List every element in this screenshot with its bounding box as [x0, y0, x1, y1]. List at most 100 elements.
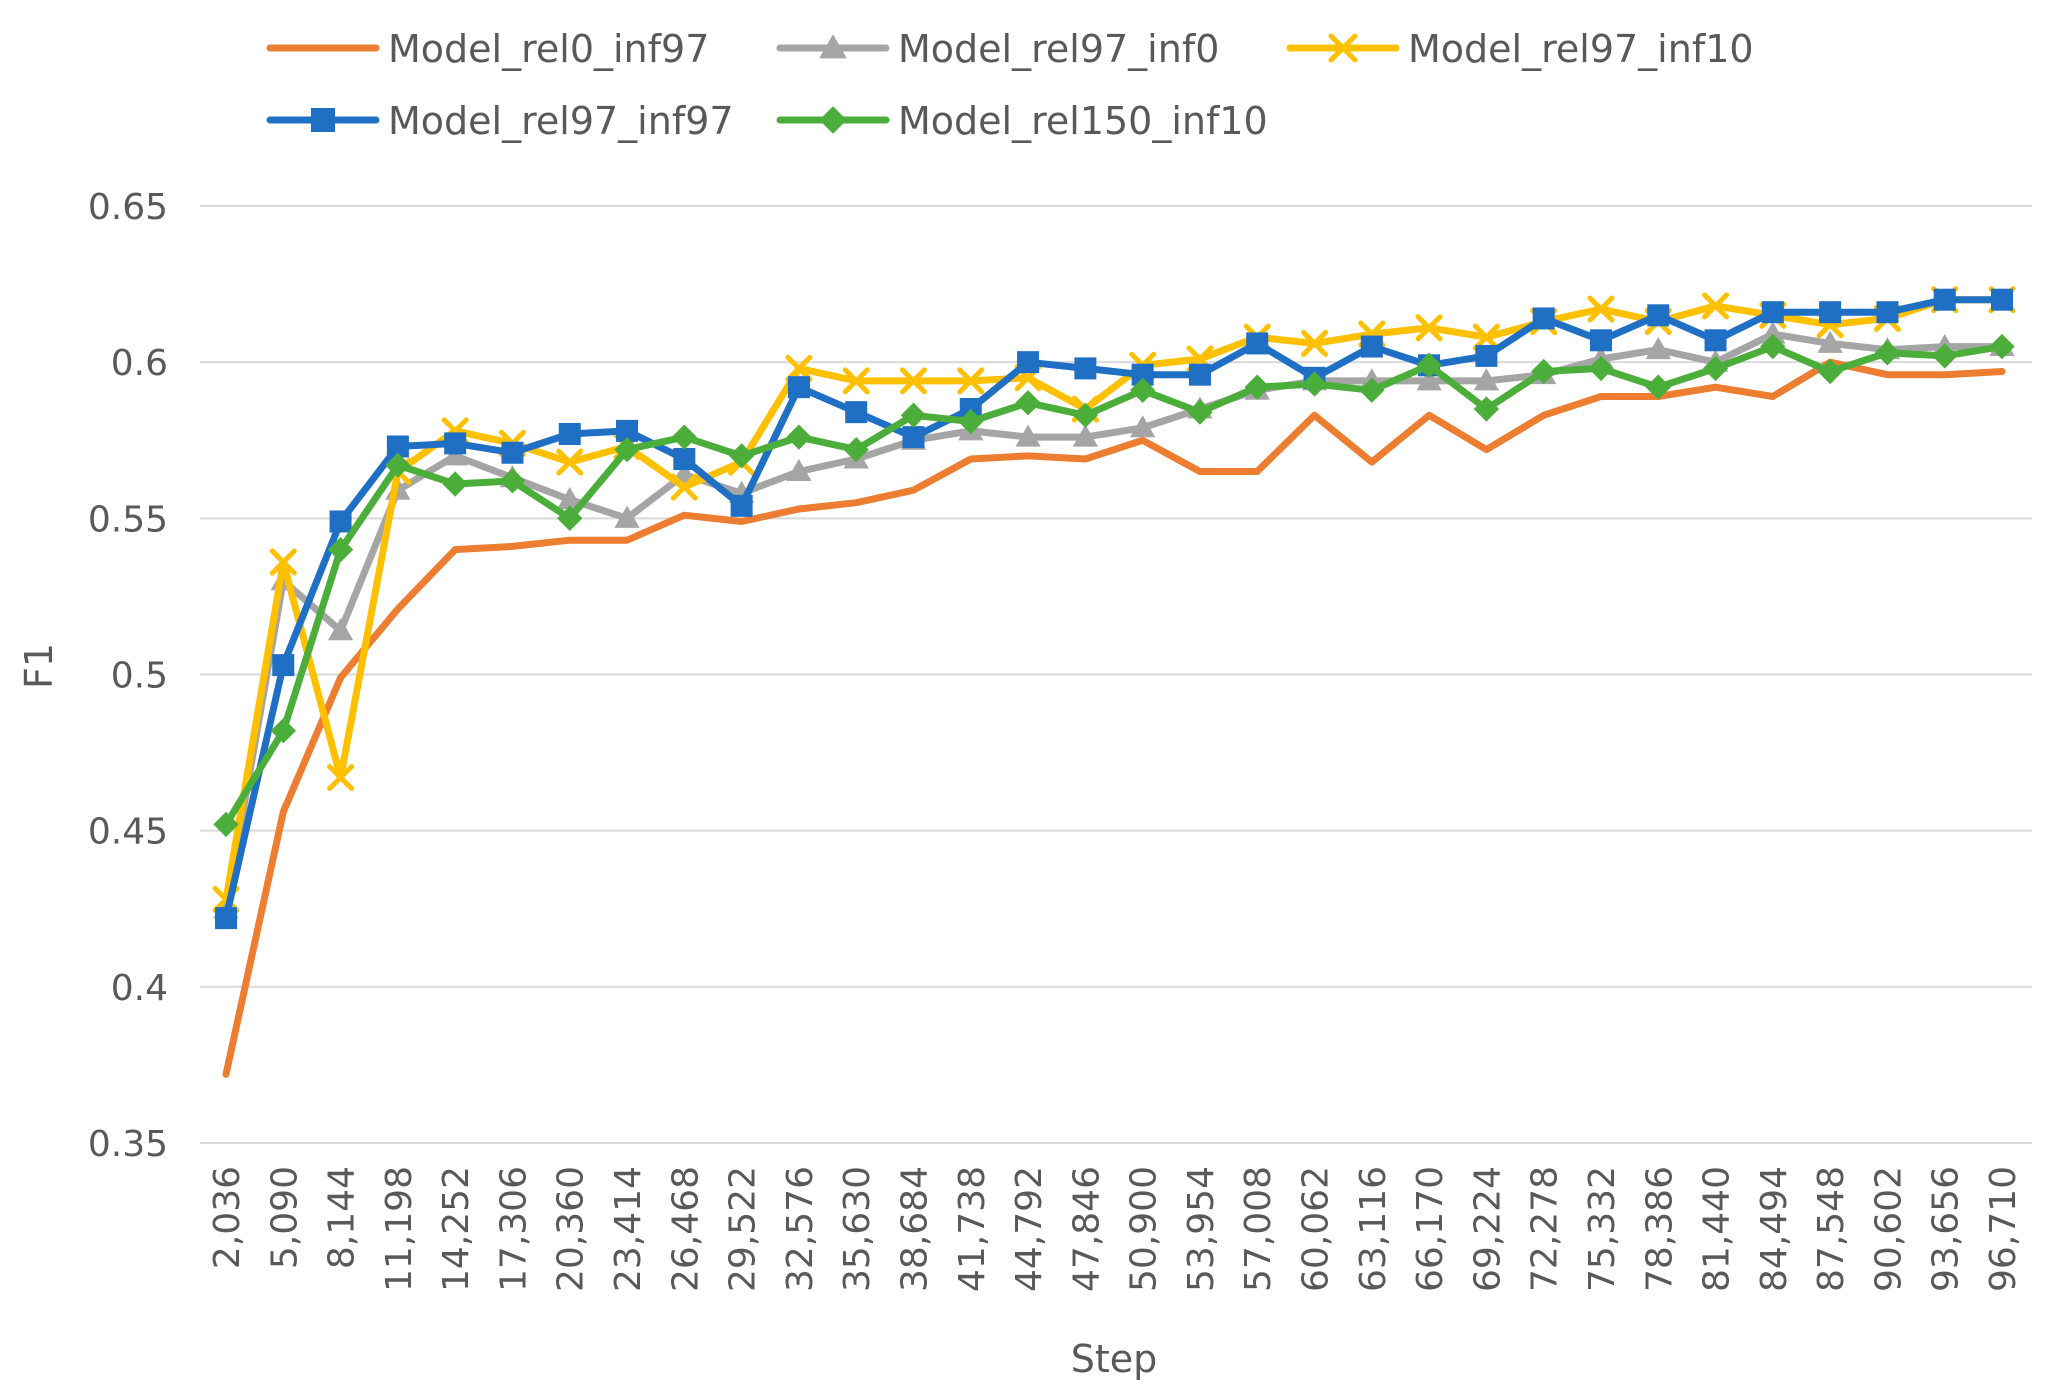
data-point: [1415, 314, 1443, 342]
x-tick-label: 29,522: [723, 1166, 764, 1292]
data-point: [272, 654, 295, 677]
x-tick-label: 20,360: [551, 1166, 592, 1292]
legend-swatch-marker: [819, 34, 847, 59]
x-tick-label: 81,440: [1697, 1166, 1738, 1292]
data-point: [1588, 355, 1614, 382]
y-tick-label: 0.5: [111, 656, 168, 697]
data-point: [1989, 333, 2015, 360]
data-point: [1817, 330, 1843, 353]
y-axis-title: F1: [17, 643, 61, 689]
data-point: [386, 435, 409, 458]
data-point: [1129, 415, 1156, 438]
data-point: [1702, 292, 1730, 320]
y-axis-ticks: 0.35 0.4 0.45 0.5 0.55 0.6 0.65: [88, 187, 168, 1165]
data-point: [614, 505, 640, 528]
data-point: [1017, 351, 1040, 374]
x-tick-label: 17,306: [493, 1166, 534, 1292]
y-tick-label: 0.6: [111, 343, 168, 384]
data-point: [1188, 363, 1211, 386]
x-tick-label: 50,900: [1124, 1166, 1165, 1292]
x-tick-label: 87,548: [1811, 1166, 1852, 1292]
x-tick-label: 84,494: [1754, 1166, 1795, 1292]
data-point: [558, 423, 581, 446]
data-point: [1072, 424, 1099, 447]
data-point: [843, 436, 869, 463]
x-tick-label: 66,170: [1410, 1166, 1451, 1292]
data-point: [1301, 329, 1329, 357]
x-axis-ticks: 2,036 5,090 8,144 11,198 14,252 17,306 20,360 2…: [207, 1166, 2024, 1292]
x-tick-label: 2,036: [207, 1166, 248, 1269]
data-point: [1129, 377, 1156, 403]
legend-item: Model_rel150_inf10: [776, 99, 1268, 143]
data-point: [786, 424, 812, 450]
data-point: [1360, 335, 1383, 358]
x-tick-label: 69,224: [1467, 1166, 1508, 1292]
gridlines: [200, 205, 2032, 1144]
data-point: [1760, 333, 1786, 360]
legend-item: Model_rel97_inf0: [776, 27, 1219, 71]
series-Model_rel97_inf0: [213, 321, 2015, 919]
legend-label: Model_rel0_inf97: [388, 27, 709, 71]
legend-label: Model_rel97_inf97: [388, 99, 734, 143]
x-tick-label: 53,954: [1181, 1166, 1222, 1292]
data-point: [958, 408, 984, 435]
data-point: [1187, 399, 1213, 425]
legend-item: Model_rel0_inf97: [266, 27, 709, 71]
x-tick-label: 63,116: [1353, 1166, 1394, 1292]
series-Model_rel0_inf97: [222, 358, 2006, 1078]
x-tick-label: 72,278: [1525, 1166, 1566, 1292]
series-layer: [212, 286, 2016, 1078]
data-point: [614, 436, 640, 463]
x-tick-label: 93,656: [1926, 1166, 1967, 1292]
data-point: [557, 486, 583, 510]
data-point: [1532, 307, 1555, 330]
x-tick-label: 35,630: [837, 1166, 878, 1292]
x-tick-label: 38,684: [894, 1166, 935, 1292]
x-tick-label: 78,386: [1639, 1166, 1680, 1292]
data-point: [1416, 352, 1442, 378]
data-point: [1761, 301, 1784, 324]
data-point: [269, 548, 297, 576]
data-point: [556, 448, 584, 476]
data-point: [1876, 301, 1899, 324]
x-tick-label: 41,738: [952, 1166, 993, 1292]
y-tick-label: 0.4: [111, 968, 168, 1009]
data-point: [1475, 344, 1498, 367]
data-point: [327, 536, 354, 563]
data-point: [501, 441, 524, 464]
x-tick-label: 96,710: [1983, 1166, 2024, 1292]
data-point: [557, 505, 583, 531]
data-point: [900, 402, 927, 428]
x-tick-label: 8,144: [322, 1166, 363, 1269]
data-point: [1991, 288, 2013, 311]
x-tick-label: 32,576: [780, 1166, 821, 1292]
legend-label: Model_rel97_inf0: [898, 27, 1219, 71]
data-point: [1645, 337, 1671, 360]
data-point: [1932, 343, 1958, 369]
legend-swatch-marker: [819, 106, 847, 134]
data-point: [1587, 295, 1615, 323]
x-tick-label: 23,414: [608, 1166, 649, 1292]
data-point: [1704, 329, 1727, 352]
data-point: [902, 426, 925, 449]
x-tick-label: 90,602: [1868, 1166, 1909, 1292]
legend-swatch-marker: [1328, 33, 1358, 63]
data-point: [1819, 301, 1842, 324]
data-point: [670, 473, 698, 501]
data-point: [785, 354, 813, 382]
x-axis-title: Step: [1071, 1337, 1158, 1381]
data-point: [1359, 377, 1385, 403]
legend-item: Model_rel97_inf97: [266, 99, 734, 143]
data-point: [616, 419, 639, 442]
data-point: [327, 618, 354, 641]
data-point: [786, 458, 812, 481]
data-point: [1472, 323, 1500, 351]
data-point: [1072, 402, 1099, 428]
x-tick-label: 44,792: [1009, 1166, 1050, 1292]
x-tick-label: 47,846: [1066, 1166, 1107, 1292]
data-point: [327, 764, 355, 792]
data-point: [730, 494, 753, 517]
x-tick-label: 26,468: [665, 1166, 706, 1292]
data-point: [1760, 321, 1786, 344]
